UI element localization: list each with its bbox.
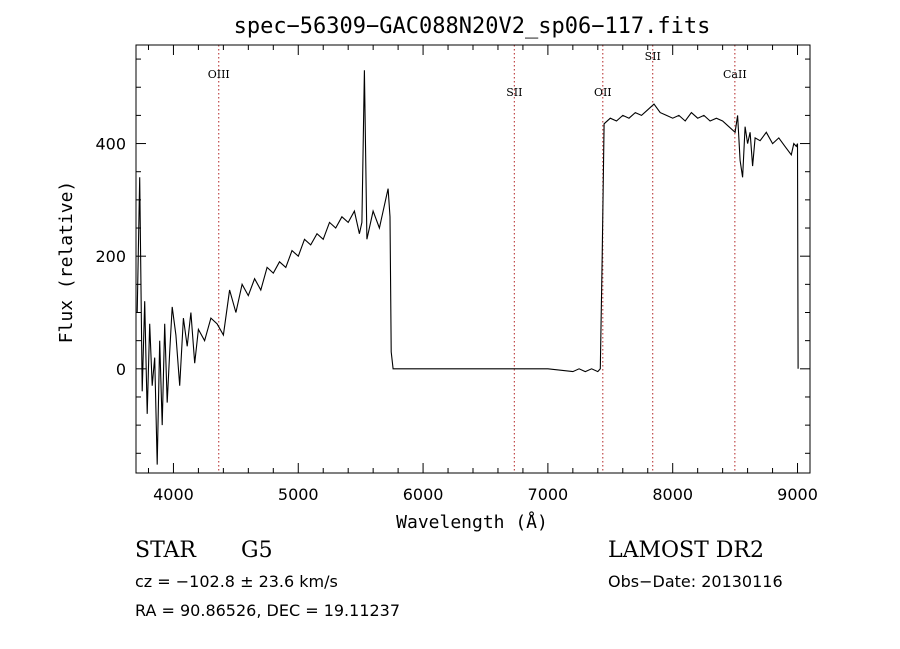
y-tick-label: 400 bbox=[95, 135, 126, 154]
y-axis-label: Flux (relative) bbox=[56, 181, 77, 344]
star-type-label: STAR bbox=[135, 538, 196, 563]
line-label-sii: SII bbox=[645, 50, 661, 63]
x-tick-label: 8000 bbox=[652, 485, 693, 504]
line-label-sii: SII bbox=[506, 86, 522, 99]
y-tick-label: 0 bbox=[116, 360, 126, 379]
chart-title: spec−56309−GAC088N20V2_sp06−117.fits bbox=[234, 14, 711, 39]
survey-label: LAMOST DR2 bbox=[608, 538, 764, 563]
spectral-line-markers bbox=[218, 45, 736, 473]
x-tick-label: 6000 bbox=[403, 485, 444, 504]
y-axis: 0 200 400 bbox=[95, 58, 810, 454]
observation-date-text: Obs−Date: 20130116 bbox=[608, 572, 783, 591]
spectrum-series-line bbox=[136, 70, 799, 465]
radial-velocity-text: cz = −102.8 ± 23.6 km/s bbox=[135, 572, 338, 591]
line-label-caii: CaII bbox=[723, 68, 747, 81]
line-label-oii: OII bbox=[594, 86, 612, 99]
spectral-line-labels: OIII SII OII SII CaII bbox=[208, 50, 747, 99]
x-tick-label: 7000 bbox=[528, 485, 569, 504]
x-axis: 4000 5000 6000 7000 8000 9000 bbox=[147, 45, 818, 504]
x-tick-label: 4000 bbox=[153, 485, 194, 504]
coordinates-text: RA = 90.86526, DEC = 19.11237 bbox=[135, 601, 401, 620]
x-tick-label: 5000 bbox=[278, 485, 319, 504]
x-axis-label: Wavelength (Å) bbox=[396, 511, 548, 533]
plot-frame bbox=[135, 44, 811, 474]
star-subclass-label: G5 bbox=[241, 538, 273, 563]
line-label-oiii: OIII bbox=[208, 68, 230, 81]
y-tick-label: 200 bbox=[95, 247, 126, 266]
x-tick-label: 9000 bbox=[777, 485, 818, 504]
